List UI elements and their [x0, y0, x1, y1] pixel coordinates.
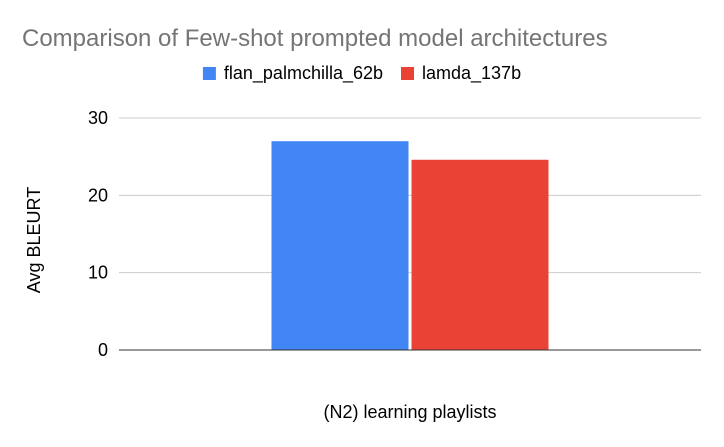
gridlines	[119, 117, 701, 274]
y-axis-label: Avg BLEURT	[24, 187, 44, 293]
bar-flan-palmchilla-62b	[271, 141, 409, 350]
bar-lamda-137b	[411, 159, 549, 350]
x-axis-label: (N2) learning playlists	[323, 402, 496, 422]
y-tick-label: 30	[88, 108, 108, 128]
y-tick-label: 10	[88, 263, 108, 283]
legend-label: lamda_137b	[422, 63, 521, 84]
bars	[271, 141, 549, 350]
y-tick-label: 20	[88, 185, 108, 205]
legend: flan_palmchilla_62b lamda_137b	[202, 63, 521, 84]
legend-swatch	[401, 67, 415, 80]
y-axis-ticks: 0 10 20 30	[88, 108, 108, 360]
legend-label: flan_palmchilla_62b	[224, 63, 383, 84]
y-tick-label: 0	[98, 340, 108, 360]
legend-swatch	[202, 67, 216, 80]
chart-title: Comparison of Few-shot prompted model ar…	[22, 25, 608, 52]
